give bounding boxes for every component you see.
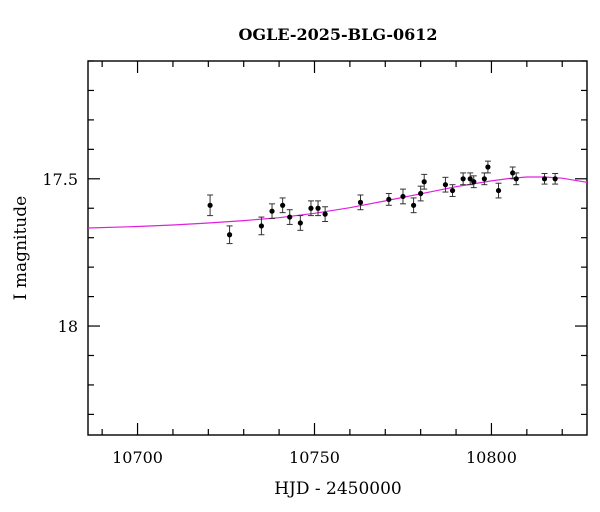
- point-marker: [467, 176, 473, 182]
- point-marker: [552, 176, 558, 182]
- point-marker: [357, 199, 364, 205]
- data-point: [484, 160, 491, 174]
- point-marker: [513, 176, 519, 182]
- point-marker: [226, 232, 233, 238]
- model-curve-layer: [88, 176, 587, 229]
- data-point: [481, 172, 488, 186]
- data-point: [226, 225, 233, 245]
- point-marker: [207, 202, 213, 208]
- point-marker: [541, 176, 548, 182]
- plot-frame: [87, 60, 588, 436]
- point-marker: [510, 170, 516, 176]
- chart-title: OGLE-2025-BLG-0612: [238, 25, 437, 44]
- data-point: [279, 197, 286, 214]
- data-point: [269, 203, 276, 220]
- y-tick-label: 18: [58, 317, 78, 336]
- point-marker: [485, 164, 491, 170]
- y-tick-labels: 17.5 18: [42, 170, 78, 336]
- x-axis-label: HJD - 2450000: [274, 479, 402, 499]
- data-point: [421, 173, 428, 190]
- point-marker: [280, 202, 286, 208]
- point-marker: [315, 205, 321, 211]
- point-marker: [449, 187, 456, 194]
- data-point: [315, 200, 322, 217]
- data-point: [258, 216, 265, 236]
- data-point: [399, 188, 406, 205]
- point-marker: [481, 176, 487, 182]
- point-marker: [269, 208, 275, 214]
- data-points-layer: [207, 160, 559, 245]
- data-point: [495, 182, 502, 199]
- y-tick-label: 17.5: [42, 170, 78, 189]
- data-point: [357, 194, 364, 211]
- x-tick-label: 10750: [289, 448, 340, 467]
- point-marker: [471, 179, 477, 185]
- data-point: [467, 172, 474, 186]
- point-marker: [308, 205, 314, 211]
- data-point: [449, 184, 456, 197]
- data-point: [541, 172, 548, 185]
- data-point: [385, 193, 392, 206]
- point-marker: [421, 179, 427, 185]
- data-point: [513, 172, 520, 186]
- data-point: [286, 209, 293, 225]
- data-point: [207, 194, 214, 217]
- model-curve: [88, 176, 587, 229]
- data-point: [442, 176, 449, 193]
- data-point: [322, 206, 329, 222]
- axis-ticks: [88, 60, 587, 435]
- data-point: [307, 200, 314, 217]
- data-point: [410, 197, 417, 214]
- y-axis-label: I magnitude: [11, 196, 31, 300]
- x-tick-label: 10800: [466, 448, 517, 467]
- data-point: [460, 172, 467, 186]
- data-point: [552, 172, 559, 185]
- point-marker: [418, 190, 424, 197]
- point-marker: [297, 220, 303, 226]
- x-tick-labels: 10700 10750 10800: [112, 448, 517, 467]
- x-tick-label: 10700: [112, 448, 163, 467]
- point-marker: [460, 176, 466, 182]
- data-point: [470, 175, 477, 189]
- point-marker: [386, 196, 392, 203]
- point-marker: [287, 214, 293, 220]
- point-marker: [410, 202, 417, 208]
- point-marker: [400, 193, 406, 200]
- point-marker: [442, 182, 449, 188]
- point-marker: [495, 187, 502, 194]
- point-marker: [322, 211, 328, 217]
- data-point: [417, 185, 424, 202]
- point-marker: [258, 223, 265, 229]
- data-point: [297, 215, 304, 231]
